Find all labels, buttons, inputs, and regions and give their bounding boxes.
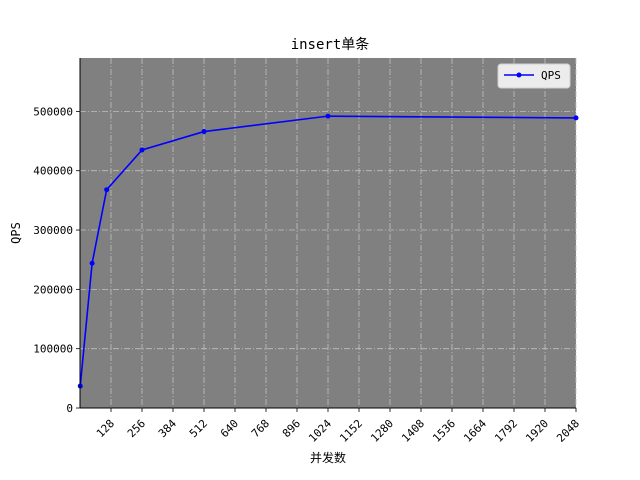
data-point: [139, 147, 145, 153]
x-tick-label: 1408: [399, 417, 427, 445]
x-tick-label: 1280: [368, 417, 396, 445]
x-tick-label: 768: [249, 417, 272, 440]
axes: [76, 58, 577, 412]
x-tick-label: 896: [280, 417, 303, 440]
x-tick-label: 1024: [306, 417, 334, 445]
x-tick-label: 384: [156, 417, 180, 441]
chart-title: insert单条: [291, 36, 370, 53]
legend-label-qps: QPS: [541, 69, 561, 82]
x-tick-label: 640: [218, 417, 241, 440]
x-tick-label: 1152: [337, 417, 365, 445]
x-axis-label: 并发数: [310, 450, 346, 465]
x-tick-label: 1920: [523, 417, 551, 445]
x-tick-label: 512: [187, 417, 210, 440]
x-tick-label: 1664: [461, 417, 489, 445]
data-point: [104, 187, 110, 193]
y-tick-label: 300000: [33, 224, 73, 237]
y-tick-label: 0: [66, 402, 73, 415]
y-tick-label: 500000: [33, 105, 73, 118]
data-point: [325, 113, 331, 119]
legend-box: [497, 63, 571, 89]
x-tick-label: 1792: [492, 417, 520, 445]
data-point: [201, 129, 207, 135]
legend-marker: [516, 72, 522, 78]
grid: [80, 58, 577, 408]
x-tick-label: 128: [94, 417, 117, 440]
x-tick-label: 2048: [554, 417, 582, 445]
legend: QPS: [497, 63, 571, 89]
x-tick-labels: 128 256 384 512 640 768 896 1024 1152 1280 1408 153…: [94, 417, 582, 445]
x-tick-label: 1536: [430, 417, 458, 445]
y-tick-label: 200000: [33, 283, 73, 296]
x-tick-label: 256: [125, 417, 148, 440]
y-tick-label: 400000: [33, 165, 73, 178]
y-axis-label: QPS: [9, 222, 23, 244]
y-tick-label: 100000: [33, 343, 73, 356]
y-tick-labels: 0 100000 200000 300000 400000 500000: [33, 105, 73, 415]
data-point: [89, 260, 95, 266]
data-point: [573, 115, 579, 121]
